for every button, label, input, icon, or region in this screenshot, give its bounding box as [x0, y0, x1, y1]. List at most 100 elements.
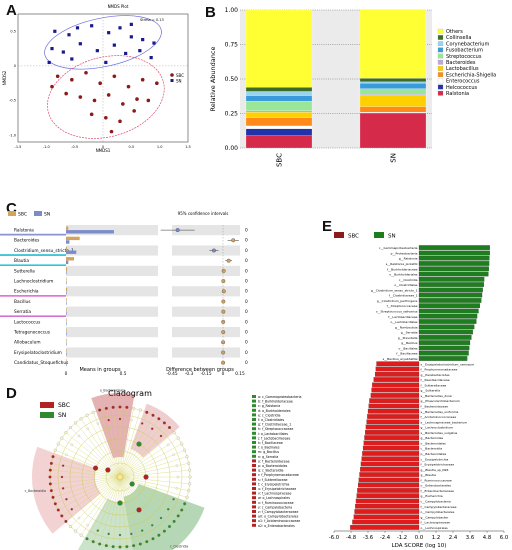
stack-legend-swatch: [437, 84, 444, 90]
lda-legend-sn: SN: [388, 234, 396, 240]
cladogram-leaf-node: [98, 542, 102, 546]
eeb-pvalue: 0: [245, 360, 248, 366]
cladogram-key-label: d: o_Burkholderiales: [258, 409, 291, 413]
lda-label: f__Porphyromonadaceae: [421, 368, 458, 372]
stack-bar-segment: [245, 9, 313, 88]
cladogram-branch: [119, 450, 185, 478]
nmds-point-sn: [129, 22, 133, 26]
stack-bar-segment: [245, 87, 313, 92]
lda-label: g__Bacillus: [401, 341, 418, 345]
cladogram-key-label: a2: o_Enterobacterales: [258, 524, 295, 528]
cladogram-inner-node: [70, 508, 73, 511]
cladogram-branch: [99, 476, 121, 545]
cladogram-nodes: [48, 405, 192, 549]
cladogram-leaf-node: [188, 468, 192, 472]
cladogram-leaf-node: [98, 408, 102, 412]
nmds-point-sbc: [50, 84, 54, 89]
eeb-mean-sbc: [66, 246, 68, 251]
panel-label-d: D: [6, 385, 17, 402]
nmds-point-sn: [141, 38, 145, 42]
cladogram-leaf-node: [74, 421, 78, 425]
nmds-point-sbc: [112, 74, 117, 79]
eeb-differences: [160, 225, 239, 368]
eeb-right-tick: -0.15: [200, 371, 211, 377]
cladogram-key-label: s: f_Sutterellaceae: [258, 478, 288, 482]
eeb-pvalue: 0: [245, 289, 248, 295]
lda-label: s__Lachnospiraceae_bacterium: [421, 420, 468, 424]
cladogram-inner-node: [151, 427, 154, 430]
eeb-diff-point: [221, 330, 226, 335]
lda-label: g__Prevotella: [398, 336, 418, 340]
eeb-row-band: [172, 327, 240, 338]
cladogram-key-label: b: f_Burkholderiaceae: [258, 400, 293, 404]
lda-bar-sn: [418, 319, 477, 324]
lda-bar-sbc: [360, 466, 420, 472]
lda-bar-sbc: [355, 503, 420, 509]
eeb-row-band: [172, 286, 240, 297]
cladogram-leaf-node: [111, 545, 115, 549]
nmds-plot: NMDS Plot -1.5 -1.0 -0.5 0 0.5 1.0 1.5 0.5 0 -0.…: [2, 4, 191, 153]
cladogram-key-label: a: c_Gammaproteobacteria: [258, 395, 301, 399]
cladogram-key-swatch: [252, 413, 256, 417]
cladogram-key-swatch: [252, 459, 256, 463]
lda-label: c__Erysipelotrichia: [421, 457, 449, 461]
cladogram-branch: [52, 456, 121, 478]
stack-y-ticks: 0.00 0.25 0.50 0.75 1.00: [225, 7, 239, 152]
stack-x-tick: SN: [390, 153, 398, 163]
cladogram-key-swatch: [252, 473, 256, 477]
lda-bar-sn: [418, 292, 483, 298]
lda-bar-sbc: [362, 451, 420, 456]
cladogram-leaf-node: [60, 436, 64, 440]
cladogram-leaf-node: [185, 455, 189, 459]
nmds-point-sbc: [155, 81, 159, 85]
cladogram-key-swatch: [252, 418, 256, 421]
lda-legend: SBC SN: [334, 232, 396, 240]
nmds-point-sn: [90, 24, 94, 28]
stack-bars: [245, 9, 427, 149]
nmds-x-label: NMDS1: [96, 148, 111, 153]
cladogram-branch: [75, 476, 121, 532]
panel-label-e: E: [322, 218, 333, 235]
cladogram-leaf-node: [162, 529, 166, 533]
stack-bar-segment: [359, 81, 427, 84]
lda-label: o__Lactobacillales: [391, 320, 418, 324]
nmds-point-sn: [118, 26, 122, 30]
eeb-diff-point: [211, 248, 216, 253]
cladogram-key-swatch: [252, 491, 256, 495]
nmds-point-sbc: [84, 71, 88, 75]
nmds-point-sn: [124, 51, 128, 56]
eeb-pvalue: 0: [245, 268, 248, 274]
nmds-legend-sbc-marker: [170, 73, 174, 77]
lda-bar-sbc: [368, 403, 420, 409]
lda-label: g__Clostridium_perfringens: [377, 299, 418, 303]
stack-bar-segment: [245, 128, 313, 136]
eeb-legend-sn-marker: [34, 211, 42, 216]
eeb-pvalue: 0: [245, 228, 248, 234]
cladogram-key-swatch: [252, 408, 256, 412]
stack-legend-swatch: [437, 59, 444, 65]
cladogram-major-node: [136, 507, 142, 513]
lda-label: g__Blautia_sp_N26: [421, 468, 449, 472]
cladogram-leaf-node: [187, 461, 191, 465]
panel-label-a: A: [6, 2, 17, 19]
nmds-x-tick: 0.5: [129, 145, 135, 149]
cladogram-key-swatch: [252, 514, 256, 518]
nmds-point-sn: [75, 26, 80, 30]
cladogram-sectors: [31, 393, 205, 550]
eeb-pvalue: 0: [245, 258, 248, 264]
eeb-category: Clostridium_sensu_stricto_1: [14, 248, 74, 254]
nmds-legend-sn: SN: [176, 79, 182, 84]
eeb-mean-sbc: [66, 267, 68, 271]
eeb-mean-sbc: [66, 338, 67, 343]
cladogram-key-label: i: o_Lactobacillales: [258, 432, 288, 436]
cladogram-leaf-node: [187, 489, 191, 493]
lda-bar-sbc: [365, 424, 420, 430]
cladogram-key-label: a0: o_Campylobacterales: [258, 515, 299, 519]
cladogram-leaf-node: [183, 448, 187, 452]
nmds-ellipse-sn: [44, 15, 162, 70]
nmds-point-sn: [70, 57, 74, 61]
cladogram-branch: [99, 409, 121, 478]
cladogram-leaf-node: [180, 508, 184, 512]
eeb-diff-point: [221, 309, 226, 314]
